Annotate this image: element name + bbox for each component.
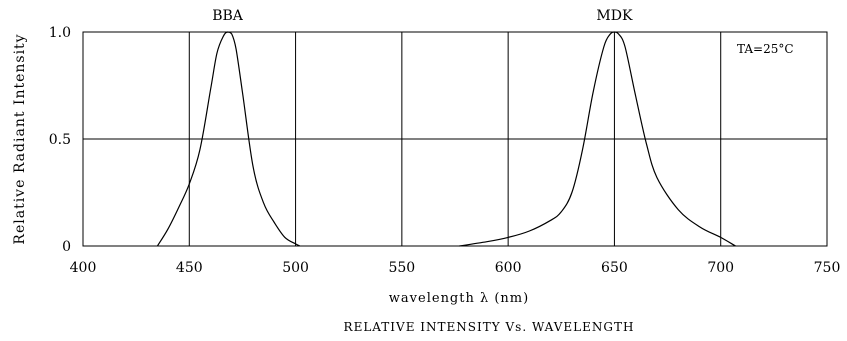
y-tick-labels: 0 0.5 1.0: [49, 25, 71, 255]
chart-title: RELATIVE INTENSITY Vs. WAVELENGTH: [344, 320, 635, 334]
y-tick-label: 1.0: [49, 25, 71, 41]
x-tick-label: 650: [601, 260, 628, 276]
x-tick-label: 600: [495, 260, 522, 276]
x-tick-label: 500: [282, 260, 309, 276]
x-tick-labels: 400 450 500 550 600 650 700 750: [70, 260, 841, 276]
series-label-bba: BBA: [212, 8, 244, 24]
x-tick-label: 750: [814, 260, 841, 276]
x-axis-label: wavelength λ (nm): [389, 291, 529, 306]
temperature-annotation: TA=25°C: [737, 42, 794, 56]
y-tick-label: 0: [62, 239, 71, 255]
x-tick-label: 550: [388, 260, 415, 276]
x-tick-label: 400: [70, 260, 97, 276]
x-tick-label: 700: [707, 260, 734, 276]
x-tick-label: 450: [176, 260, 203, 276]
series-labels: BBA MDK: [212, 8, 633, 24]
series-line-mdk: [459, 31, 736, 247]
grid: [83, 32, 827, 246]
series-line-bba: [156, 31, 301, 247]
series-group: [156, 31, 736, 247]
y-axis-label: Relative Radiant Intensity: [12, 33, 28, 244]
y-tick-label: 0.5: [49, 132, 71, 148]
series-label-mdk: MDK: [596, 8, 633, 24]
